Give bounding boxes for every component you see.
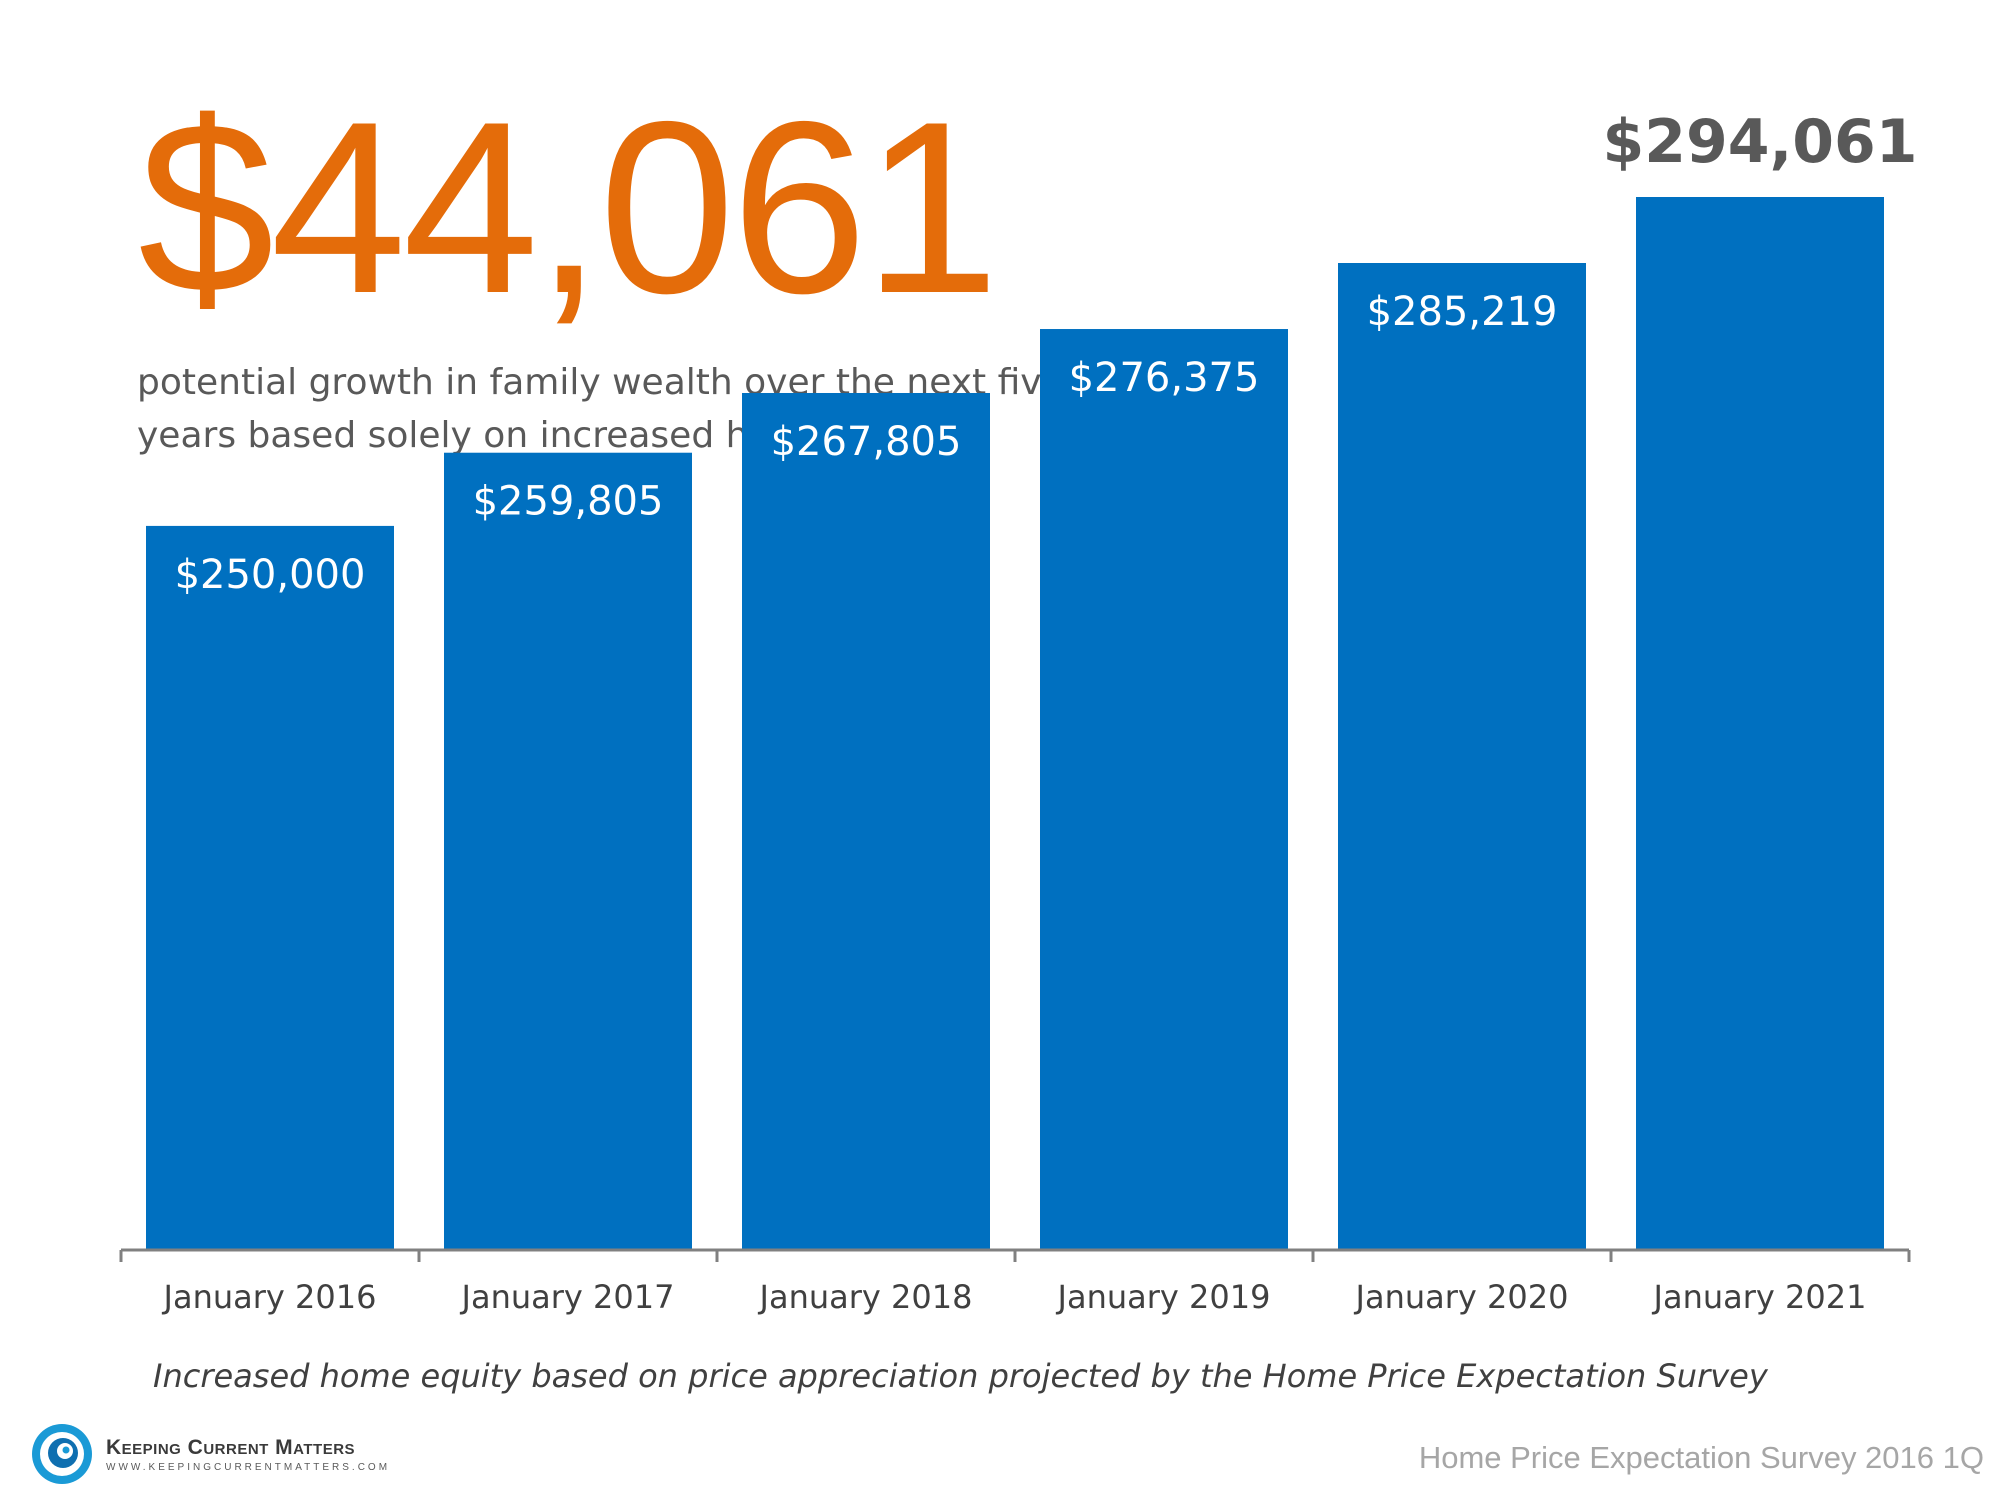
logo-url: WWW.KEEPINGCURRENTMATTERS.COM [106, 1461, 391, 1473]
data-label-january-2016: $250,000 [175, 552, 366, 598]
x-tick-label: January 2018 [758, 1278, 973, 1316]
source-note: Home Price Expectation Survey 2016 1Q [1418, 1440, 1984, 1475]
x-tick-label: January 2021 [1652, 1278, 1867, 1316]
logo: Keeping Current Matters WWW.KEEPINGCURRE… [30, 1422, 390, 1486]
data-label-january-2017: $259,805 [473, 479, 664, 525]
x-tick-label: January 2017 [460, 1278, 675, 1316]
bar-january-2021 [1636, 197, 1884, 1250]
logo-name: Keeping Current Matters [106, 1435, 356, 1459]
logo-swirl-icon [32, 1424, 92, 1484]
chart-caption: Increased home equity based on price app… [153, 1357, 1768, 1395]
data-label-january-2019: $276,375 [1069, 355, 1260, 401]
headline-value: $44,061 [138, 70, 1000, 344]
bar-chart: $250,000 January 2016 $259,805 January 2017… [119, 107, 1918, 1316]
bar-january-2016 [146, 525, 394, 1250]
data-label-january-2018: $267,805 [771, 419, 962, 465]
bar-january-2017 [444, 452, 692, 1251]
x-tick-label: January 2016 [162, 1278, 377, 1316]
bar-january-2018 [742, 392, 990, 1250]
x-tick-label: January 2020 [1354, 1278, 1569, 1316]
data-label-january-2021: $294,061 [1602, 107, 1917, 177]
data-label-january-2020: $285,219 [1367, 289, 1558, 335]
x-tick-label: January 2019 [1056, 1278, 1271, 1316]
bar-january-2020 [1338, 263, 1586, 1250]
bar-january-2019 [1040, 329, 1288, 1250]
